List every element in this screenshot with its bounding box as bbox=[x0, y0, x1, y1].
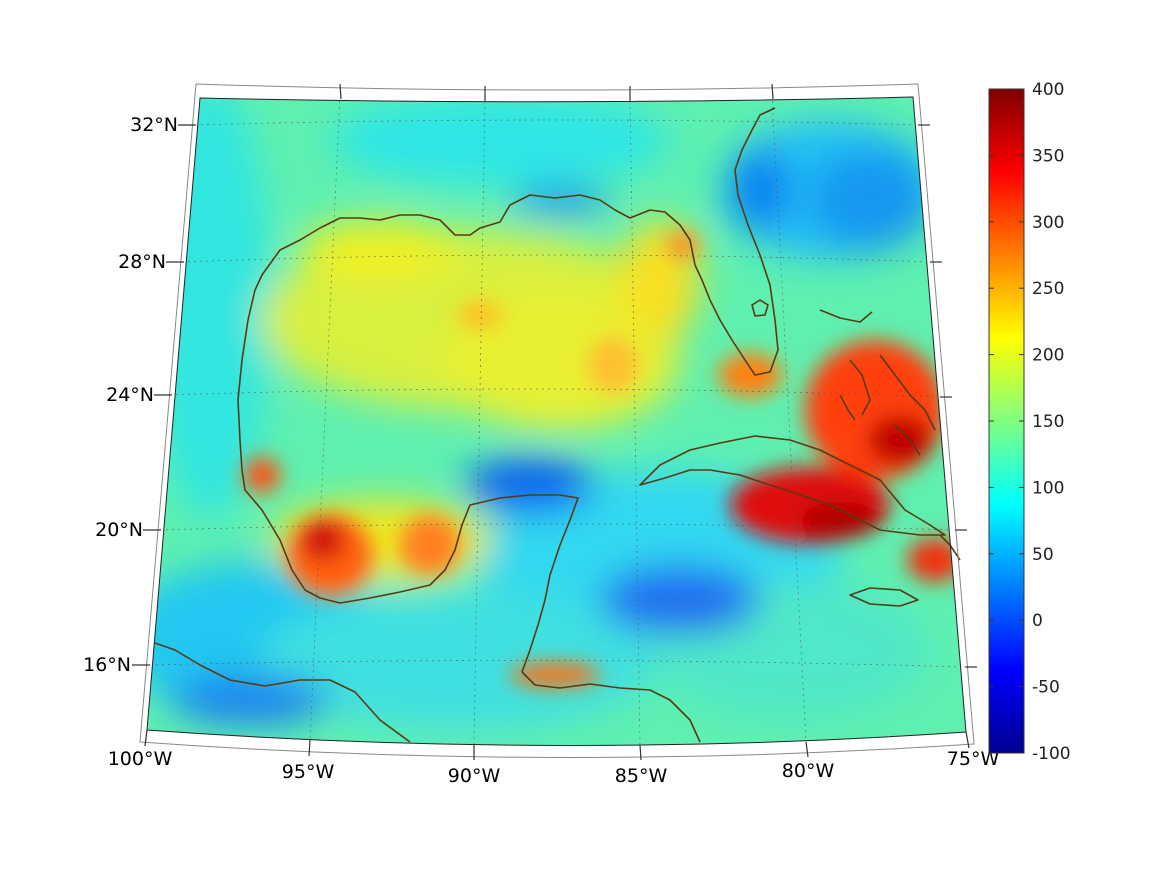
lon-label-75: 75°W bbox=[947, 748, 1000, 770]
colorbar-tick-label: 350 bbox=[1032, 146, 1064, 166]
gulf-coastline bbox=[254, 107, 779, 376]
longitude-labels: 100°W 95°W 90°W 85°W 80°W 75°W bbox=[108, 748, 1000, 787]
colorbar-tick-label: 50 bbox=[1032, 545, 1054, 565]
colorbar-tick-label: 300 bbox=[1032, 213, 1064, 233]
colorbar-ticks bbox=[989, 88, 1024, 754]
frame-ticks bbox=[132, 83, 977, 761]
honduras-coastline bbox=[521, 671, 701, 743]
colorbar-gradient bbox=[988, 88, 1025, 754]
lat-label-20: 20°N bbox=[95, 519, 143, 541]
colorbar-tick-label: 400 bbox=[1032, 80, 1064, 100]
colorbar-tick-label: -100 bbox=[1032, 744, 1071, 764]
colorbar-tick-label: -50 bbox=[1032, 678, 1060, 698]
lon-label-85: 85°W bbox=[615, 765, 668, 787]
colorbar-tick-label: 150 bbox=[1032, 412, 1064, 432]
colorbar-tick-label: 250 bbox=[1032, 279, 1064, 299]
map-frame bbox=[146, 96, 967, 747]
colorbar-tick-label: 0 bbox=[1032, 611, 1043, 631]
jamaica-coastline bbox=[849, 587, 919, 607]
central-america-coastline bbox=[154, 642, 411, 743]
colorbar-labels: 400 350 300 250 200 150 100 50 0 -50 -100 bbox=[1032, 80, 1071, 764]
map-frame-outer bbox=[139, 83, 975, 759]
lon-label-90: 90°W bbox=[448, 765, 501, 787]
graticule bbox=[149, 97, 966, 746]
okeechobee-coastline bbox=[751, 299, 769, 317]
lon-label-95: 95°W bbox=[282, 761, 335, 783]
lon-label-100: 100°W bbox=[108, 748, 173, 770]
mexico-coastline bbox=[237, 289, 579, 673]
bahamas-coastline bbox=[819, 309, 936, 456]
lat-label-28: 28°N bbox=[118, 251, 166, 273]
colorbar-tick-label: 100 bbox=[1032, 478, 1064, 498]
coastlines bbox=[154, 107, 961, 743]
colorbar-tick-label: 200 bbox=[1032, 346, 1064, 366]
lat-label-24: 24°N bbox=[106, 384, 154, 406]
map-field bbox=[147, 97, 966, 746]
lat-label-32: 32°N bbox=[130, 114, 178, 136]
lon-label-80: 80°W bbox=[782, 760, 835, 782]
latitude-labels: 32°N 28°N 24°N 20°N 16°N bbox=[83, 114, 178, 676]
colorbar: 400 350 300 250 200 150 100 50 0 -50 -100 bbox=[988, 80, 1071, 764]
lat-label-16: 16°N bbox=[83, 654, 131, 676]
cuba-coastline bbox=[639, 435, 946, 536]
